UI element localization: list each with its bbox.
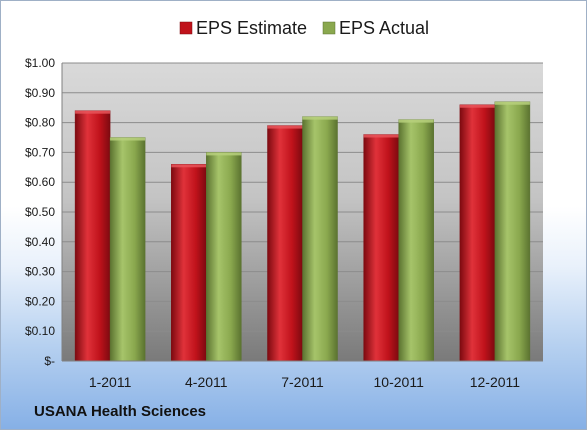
bar-eps-actual [109,137,146,362]
y-tick-label: $1.00 [25,56,55,70]
bar-eps-estimate [363,134,399,362]
bars [74,101,531,362]
legend-label-eps-estimate: EPS Estimate [196,18,307,38]
y-tick-label: $0.60 [25,175,55,189]
x-tick-label: 12-2011 [470,374,521,390]
bar-eps-estimate [171,164,207,362]
bar-eps-estimate [267,125,303,362]
bar-eps-estimate-cap [363,134,399,138]
y-tick-label: $0.80 [25,116,55,130]
bar-eps-actual [302,116,338,362]
bar-eps-actual [206,152,242,362]
legend-label-eps-actual: EPS Actual [339,18,429,38]
bar-eps-estimate-cap [267,125,303,129]
y-tick-label: $0.20 [25,294,55,308]
y-axis-ticks: $- $0.10 $0.20 $0.30 $0.40 $0.50 $0.60 $0.70 $0.… [25,56,55,368]
y-tick-label: $0.40 [25,235,55,249]
legend: EPS Estimate EPS Actual [179,18,429,38]
x-tick-label: 7-2011 [281,374,324,390]
bar-eps-actual-cap [110,137,146,141]
x-tick-label: 10-2011 [374,374,425,390]
x-tick-label: 1-2011 [89,374,132,390]
company-caption: USANA Health Sciences [34,403,206,420]
y-tick-label: $0.50 [25,205,55,219]
bar-eps-actual-cap [398,119,434,123]
bar-eps-actual-cap [302,116,338,120]
bar-eps-actual [494,101,531,362]
bar-eps-actual [398,119,434,362]
legend-swatch-eps-actual [322,21,336,35]
y-tick-label: $0.90 [25,86,55,100]
bar-eps-estimate-cap [171,164,207,168]
bar-eps-estimate [459,104,496,362]
bar-eps-actual-cap [494,101,530,105]
y-tick-label: $- [44,354,55,368]
bar-eps-actual-cap [206,152,242,156]
y-tick-label: $0.70 [25,145,55,159]
x-axis-ticks: 1-2011 4-2011 7-2011 10-2011 12-2011 [89,374,520,390]
bar-eps-estimate-cap [459,104,495,108]
bar-eps-estimate-cap [75,110,111,114]
y-tick-label: $0.10 [25,324,55,338]
y-tick-label: $0.30 [25,265,55,279]
bar-eps-estimate [74,110,111,362]
legend-swatch-eps-estimate [179,21,193,35]
x-tick-label: 4-2011 [185,374,228,390]
